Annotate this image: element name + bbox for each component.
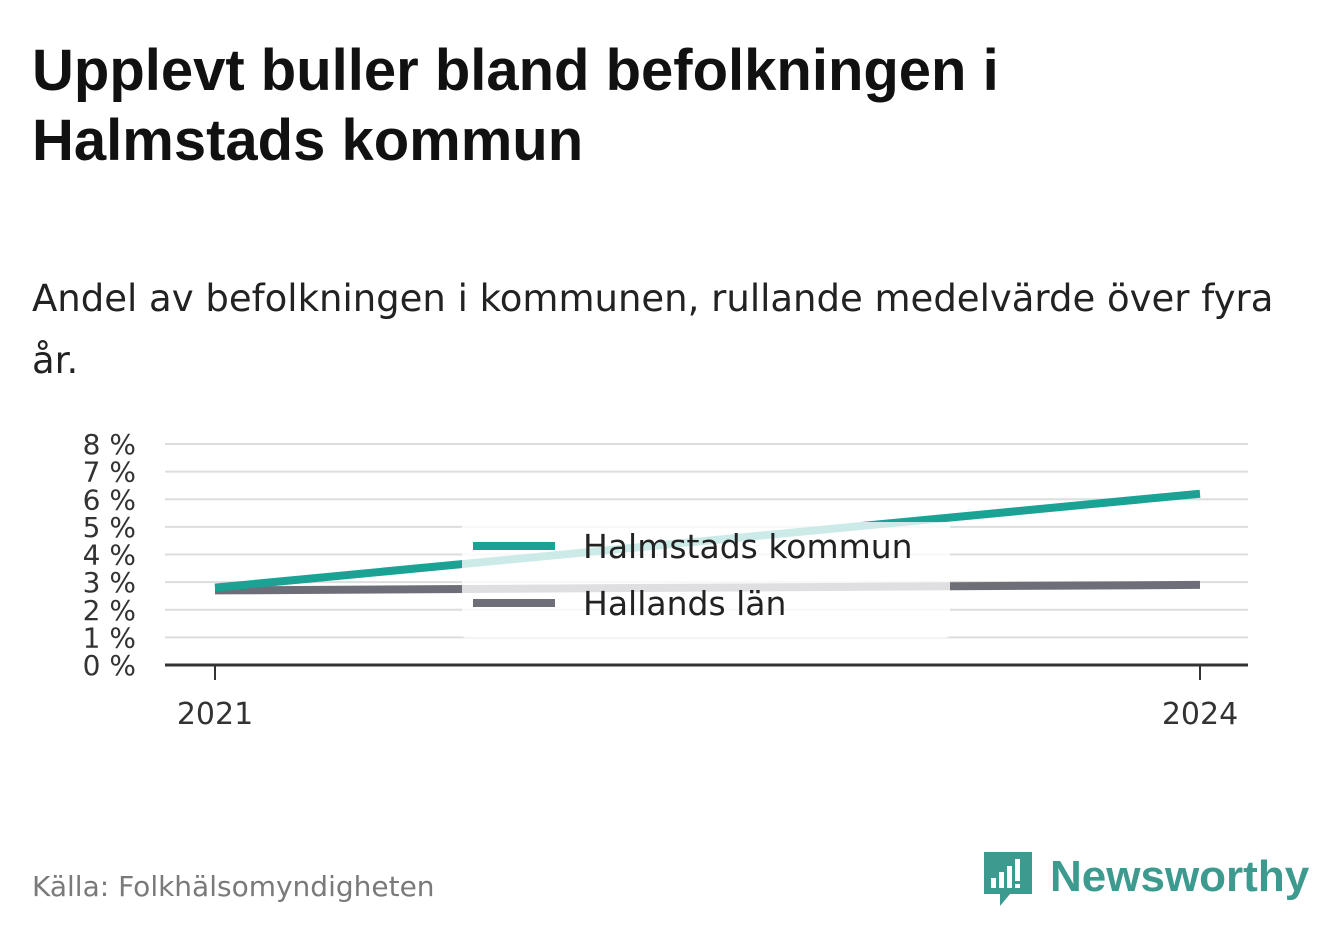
y-tick-label: 8 % (83, 428, 136, 461)
line-chart: 0 %1 %2 %3 %4 %5 %6 %7 %8 % 2021 2024 Hal… (83, 428, 1248, 732)
y-tick-label: 2 % (83, 594, 136, 627)
x-tick-label: 2024 (1162, 697, 1238, 732)
y-tick-label: 5 % (83, 511, 136, 544)
brand-name: Newsworthy (1050, 852, 1310, 901)
x-axis-ticks: 2021 2024 (177, 665, 1238, 732)
y-tick-label: 7 % (83, 456, 136, 489)
x-tick-label: 2021 (177, 697, 253, 732)
legend-label: Halmstads kommun (583, 527, 913, 566)
legend: Halmstads kommun Hallands län (462, 522, 950, 638)
y-tick-label: 1 % (83, 621, 136, 654)
legend-label: Hallands län (583, 584, 786, 623)
y-tick-label: 3 % (83, 566, 136, 599)
newsworthy-logo-icon (984, 852, 1032, 906)
y-tick-label: 0 % (83, 649, 136, 682)
source-note: Källa: Folkhälsomyndigheten (32, 870, 435, 903)
y-tick-label: 6 % (83, 483, 136, 516)
newsworthy-logo[interactable]: Newsworthy (980, 848, 1309, 912)
y-axis-ticks: 0 %1 %2 %3 %4 %5 %6 %7 %8 % (83, 428, 136, 682)
chart-subtitle: Andel av befolkningen i kommunen, rullan… (32, 277, 1274, 382)
legend-box (462, 522, 950, 638)
chart-title: Upplevt buller bland befolkningen i Halm… (32, 38, 999, 173)
y-tick-label: 4 % (83, 539, 136, 572)
